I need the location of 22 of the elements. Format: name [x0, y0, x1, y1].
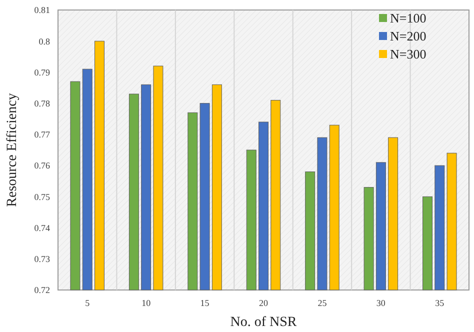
legend-label: N=100: [390, 10, 426, 26]
y-tick-label: 0.74: [34, 222, 50, 233]
y-tick-label: 0.78: [34, 98, 50, 108]
x-tick-label: 30: [376, 298, 386, 308]
y-tick-label: 0.79: [34, 67, 50, 78]
x-tick-label: 5: [85, 298, 90, 308]
x-tick-label: 25: [318, 298, 328, 308]
legend-label: N=300: [390, 46, 426, 62]
x-tick-label: 15: [200, 298, 210, 308]
y-tick-label: 0.75: [34, 192, 50, 202]
x-axis-title: No. of NSR: [230, 315, 298, 330]
x-tick-label: 10: [142, 298, 152, 308]
x-tick-label: 20: [259, 298, 268, 308]
y-tick-label: 0.81: [34, 5, 50, 16]
y-tick-label: 0.73: [34, 254, 50, 264]
y-tick-label: 0.72: [34, 285, 50, 296]
legend-label: N=200: [390, 28, 426, 44]
y-tick-label: 0.76: [34, 160, 50, 171]
y-tick-label: 0.8: [38, 36, 50, 46]
y-axis-title: Resource Efficiency: [5, 93, 20, 207]
y-tick-label: 0.77: [34, 130, 50, 140]
x-tick-label: 35: [435, 298, 445, 308]
